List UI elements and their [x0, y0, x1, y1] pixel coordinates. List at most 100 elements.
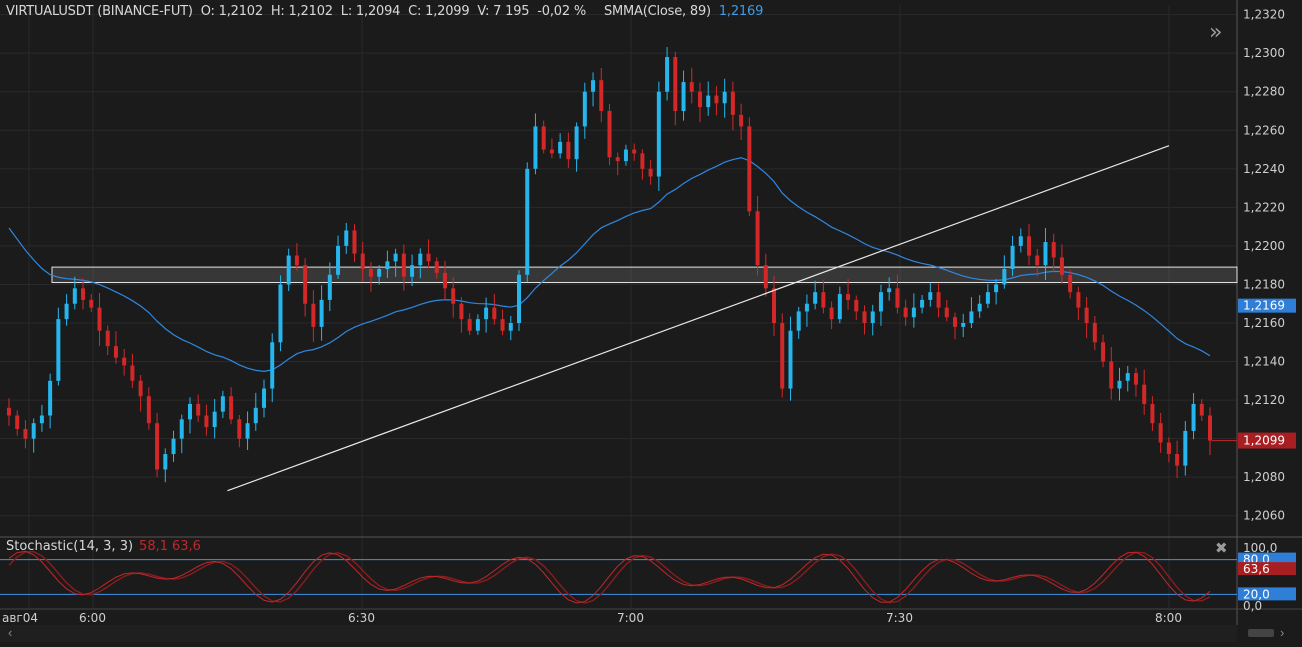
candle-down [106, 331, 110, 346]
candle-up [336, 246, 340, 275]
candle-down [1109, 362, 1113, 389]
candle-up [591, 80, 595, 92]
smma-value: 1,2169 [719, 4, 763, 19]
candle-up [575, 126, 579, 159]
price-tick: 1,2160 [1243, 316, 1285, 330]
price-tick: 1,2300 [1243, 46, 1285, 60]
candle-up [1118, 381, 1122, 389]
horizontal-scrollbar[interactable] [0, 625, 1237, 642]
candle-up [838, 294, 842, 319]
candle-down [7, 408, 11, 416]
time-tick: 7:30 [886, 611, 913, 625]
candle-down [311, 304, 315, 327]
candle-up [797, 311, 801, 330]
candle-down [139, 381, 143, 396]
candle-up [665, 57, 669, 92]
scroll-right-icon[interactable]: › [1280, 625, 1284, 640]
candle-up [583, 92, 587, 127]
candle-down [1142, 385, 1146, 404]
candle-down [599, 80, 603, 111]
candle-up [163, 454, 167, 469]
support-zone [52, 267, 1237, 282]
candle-up [1192, 404, 1196, 431]
candle-up [788, 331, 792, 389]
candle-down [846, 294, 850, 300]
candle-up [706, 96, 710, 108]
candle-down [155, 423, 159, 469]
candle-down [673, 57, 677, 111]
candle-up [188, 404, 192, 419]
candle-up [48, 381, 52, 416]
close-icon[interactable]: ✖ [1215, 539, 1228, 557]
candle-up [961, 323, 965, 327]
candle-down [402, 254, 406, 277]
candle-down [1159, 423, 1163, 442]
candle-down [97, 308, 101, 331]
change-label: -0,02 % [537, 4, 586, 19]
candle-up [40, 416, 44, 424]
candle-down [237, 419, 241, 438]
volume-label: V: 7 195 [477, 4, 529, 19]
candle-up [180, 419, 184, 438]
stoch-axis-label: 63,6 [1243, 562, 1270, 576]
candle-down [81, 288, 85, 300]
candle-down [1200, 404, 1204, 416]
scroll-left-icon[interactable]: ‹ [8, 625, 12, 640]
candle-up [682, 82, 686, 111]
candle-down [1150, 404, 1154, 423]
candle-up [56, 319, 60, 381]
candle-up [657, 92, 661, 177]
price-tick: 1,2120 [1243, 393, 1285, 407]
candle-up [262, 389, 266, 408]
candle-down [122, 358, 126, 366]
candle-down [1093, 323, 1097, 342]
candle-down [772, 288, 776, 323]
time-tick: авг04 [2, 611, 38, 625]
candle-up [1002, 269, 1006, 284]
candle-up [385, 261, 389, 269]
candle-down [830, 308, 834, 320]
scrollbar-thumb[interactable] [1248, 629, 1274, 637]
candle-down [616, 157, 620, 161]
candle-up [1126, 373, 1130, 381]
candle-up [410, 265, 414, 277]
candle-down [764, 265, 768, 288]
candle-down [295, 256, 299, 266]
candle-down [945, 308, 949, 318]
time-tick: 7:00 [617, 611, 644, 625]
candle-up [213, 412, 217, 427]
candle-down [114, 346, 118, 358]
candle-down [863, 311, 867, 323]
double-chevron-right-icon[interactable]: » [1209, 20, 1222, 45]
price-tick: 1,2080 [1243, 470, 1285, 484]
price-tick: 1,2200 [1243, 239, 1285, 253]
candle-up [221, 396, 225, 411]
candle-down [714, 96, 718, 104]
candle-up [723, 92, 727, 104]
grid [0, 0, 1302, 625]
candle-down [1175, 454, 1179, 466]
candle-up [32, 423, 36, 438]
stochastic-pane [0, 551, 1237, 603]
candle-down [1052, 242, 1056, 257]
candle-up [65, 304, 69, 319]
candle-down [953, 317, 957, 327]
candle-up [377, 269, 381, 277]
candle-up [624, 150, 628, 162]
price-tick: 1,2060 [1243, 509, 1285, 523]
time-tick: 6:00 [79, 611, 106, 625]
smma-line [9, 158, 1210, 372]
candle-down [566, 142, 570, 159]
last-price-tag-text: 1,2099 [1243, 434, 1285, 448]
candle-down [780, 323, 784, 389]
candle-down [640, 153, 644, 168]
candle-down [756, 211, 760, 265]
candle-down [459, 304, 463, 319]
candle-up [813, 292, 817, 304]
candle-down [904, 308, 908, 318]
candle-up [517, 275, 521, 323]
candle-up [887, 288, 891, 292]
candle-down [443, 273, 447, 288]
candle-down [361, 254, 365, 269]
